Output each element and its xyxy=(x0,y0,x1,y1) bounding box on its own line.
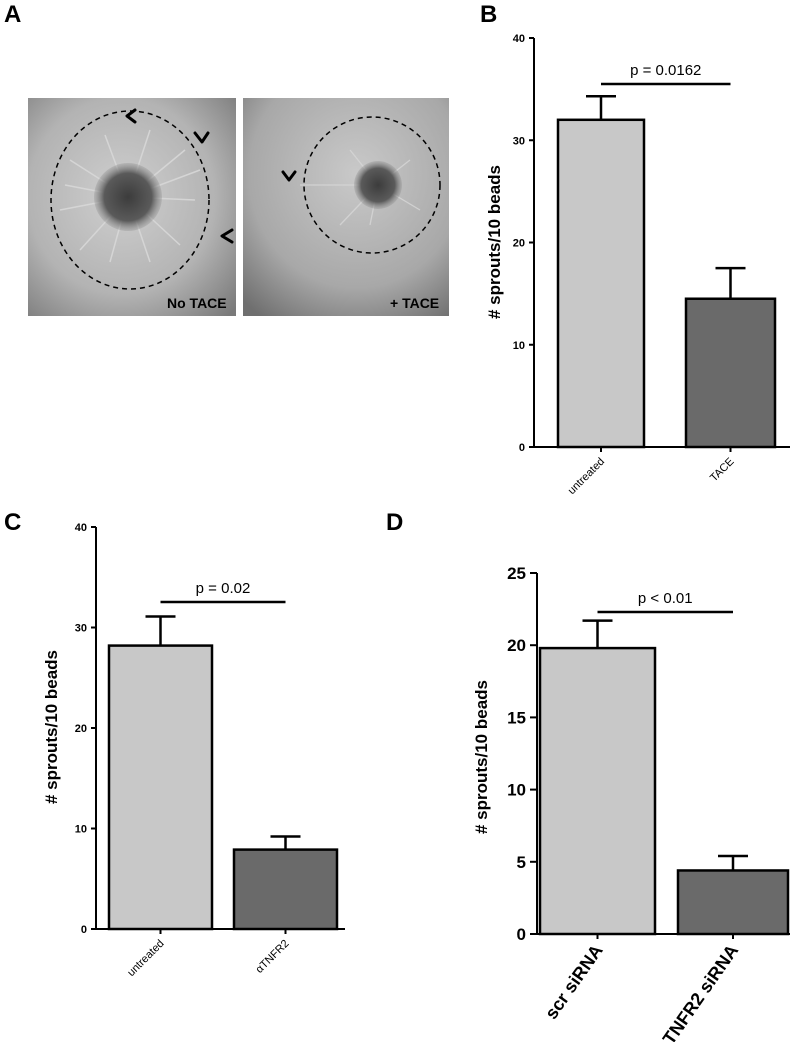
p-value-annotation: p = 0.0162 xyxy=(630,62,701,79)
y-tick-label: 0 xyxy=(517,925,526,944)
panel-letter-d: D xyxy=(386,509,403,536)
bar xyxy=(556,118,646,449)
category-label: αTNFR2 xyxy=(254,938,292,976)
bar xyxy=(538,646,657,936)
microscopy-image-plus-tace: + TACE xyxy=(243,98,449,316)
y-tick-label: 40 xyxy=(513,33,525,45)
p-value-annotation: p = 0.02 xyxy=(196,580,251,597)
y-tick-label: 15 xyxy=(507,708,526,727)
y-tick-label: 10 xyxy=(507,781,526,800)
bar xyxy=(684,297,777,449)
y-tick-label: 20 xyxy=(513,238,525,250)
y-tick-label: 10 xyxy=(75,824,87,836)
arrowhead-markers xyxy=(281,170,297,182)
panel-letter-c: C xyxy=(4,509,21,536)
microscopy-image-no-tace: No TACE xyxy=(28,98,236,316)
y-axis-label: # sprouts/10 beads xyxy=(42,650,61,804)
y-tick-label: 0 xyxy=(519,442,525,454)
spheroid-core xyxy=(94,163,162,231)
y-axis-label: # sprouts/10 beads xyxy=(485,165,504,319)
y-tick-label: 5 xyxy=(517,853,526,872)
y-tick-label: 40 xyxy=(75,522,87,534)
image-label-no-tace: No TACE xyxy=(167,295,227,311)
dashed-boundary xyxy=(303,116,441,254)
panel-c-chart: C 0 10 20 30 40 # sprouts/10 beads untreated αT… xyxy=(4,509,345,979)
y-tick-label: 25 xyxy=(507,564,526,583)
category-label: TACE xyxy=(708,456,737,485)
y-axis-label: # sprouts/10 beads xyxy=(472,680,491,834)
arrowhead-markers xyxy=(125,108,234,244)
image-label-plus-tace: + TACE xyxy=(390,295,439,311)
y-tick-label: 0 xyxy=(81,924,87,936)
bar xyxy=(232,848,339,931)
category-label: untreated xyxy=(566,456,607,497)
dashed-boundary xyxy=(50,110,210,290)
p-value-annotation: p < 0.01 xyxy=(638,590,693,607)
y-tick-label: 30 xyxy=(75,623,87,635)
panel-d-chart: D 0 5 10 15 20 25 # sprouts/10 beads scr siRNA T… xyxy=(386,509,790,1042)
spheroid-core xyxy=(354,161,402,209)
y-tick-label: 20 xyxy=(75,723,87,735)
panel-b-chart: B 0 10 20 30 40 # sprouts/10 beads untreated TA… xyxy=(480,1,790,497)
category-label: scr siRNA xyxy=(541,941,607,1023)
category-label: TNFR2 siRNA xyxy=(659,941,743,1042)
bar xyxy=(676,869,790,936)
bar xyxy=(107,644,214,931)
y-tick-label: 30 xyxy=(513,135,525,147)
y-tick-label: 20 xyxy=(507,636,526,655)
panel-letter-b: B xyxy=(480,1,497,28)
category-label: untreated xyxy=(125,938,166,979)
panel-letter-a: A xyxy=(4,1,21,28)
y-tick-label: 10 xyxy=(513,340,525,352)
panel-a: A No xyxy=(4,1,449,316)
